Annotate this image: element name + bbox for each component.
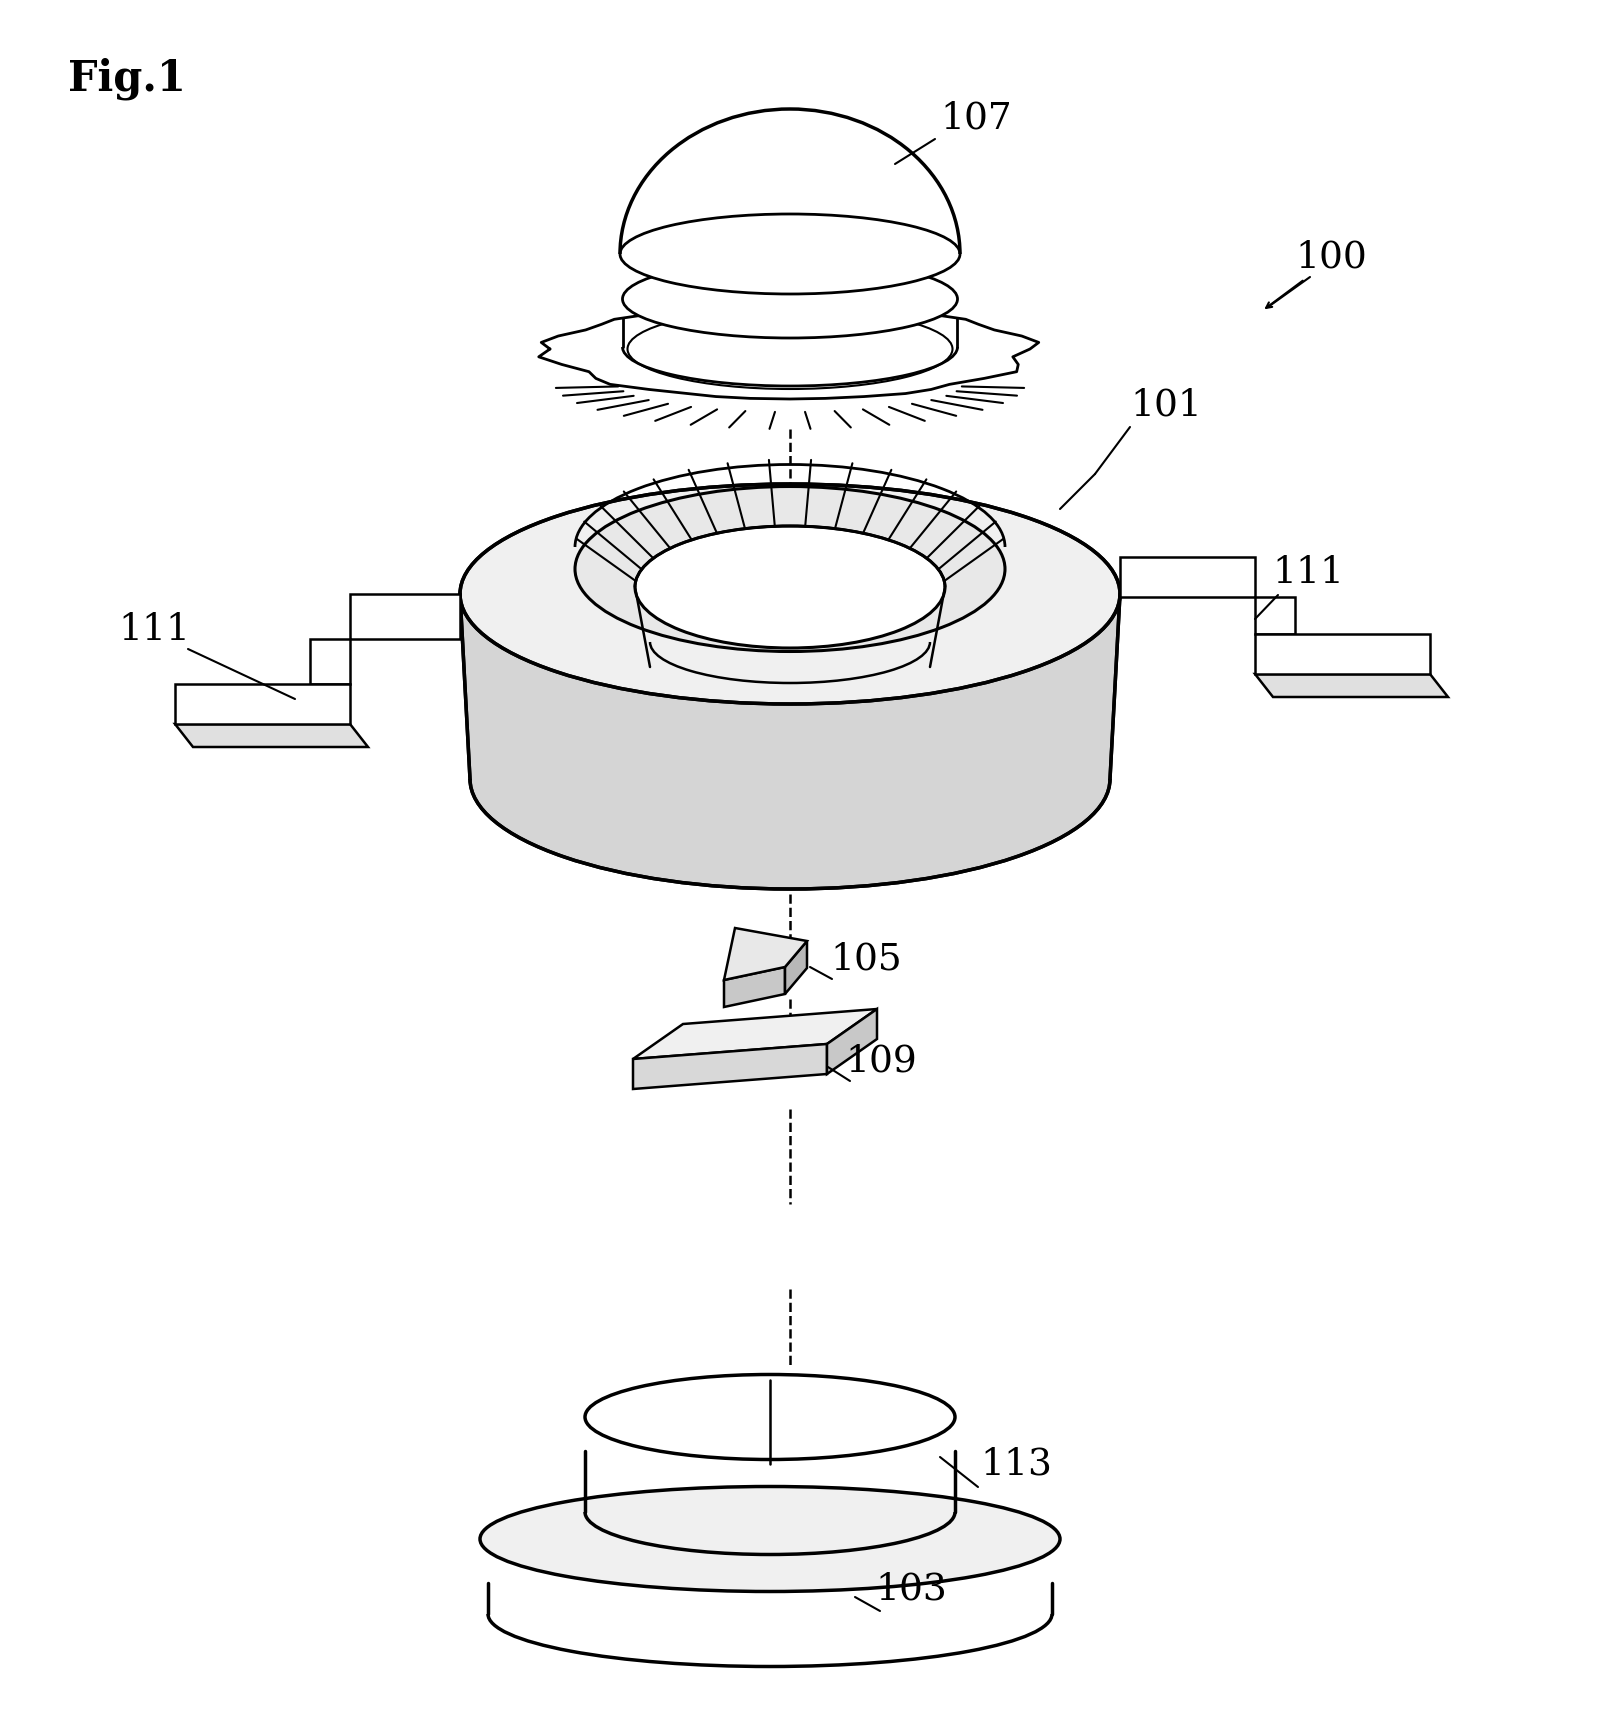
Ellipse shape (575, 488, 1005, 652)
Polygon shape (1255, 597, 1294, 635)
Polygon shape (1255, 675, 1448, 697)
Text: 113: 113 (979, 1446, 1052, 1483)
Polygon shape (633, 1009, 876, 1059)
Text: Fig.1: Fig.1 (68, 57, 185, 99)
Polygon shape (351, 595, 459, 640)
Polygon shape (724, 967, 784, 1007)
Text: 105: 105 (829, 941, 901, 977)
Polygon shape (310, 640, 351, 685)
Ellipse shape (584, 1375, 954, 1460)
Polygon shape (1120, 557, 1255, 597)
Text: 111: 111 (118, 612, 190, 647)
Text: 103: 103 (875, 1571, 946, 1607)
Polygon shape (459, 595, 1120, 889)
Ellipse shape (480, 1486, 1060, 1592)
Text: 111: 111 (1271, 555, 1344, 590)
Polygon shape (784, 941, 807, 995)
Ellipse shape (635, 526, 945, 649)
Ellipse shape (620, 215, 959, 294)
Polygon shape (633, 1045, 826, 1090)
Ellipse shape (622, 261, 958, 339)
Polygon shape (175, 685, 351, 725)
Polygon shape (724, 929, 807, 981)
Text: 107: 107 (940, 100, 1011, 137)
Polygon shape (175, 725, 368, 747)
Text: 109: 109 (844, 1043, 917, 1080)
Text: 100: 100 (1294, 240, 1367, 275)
Polygon shape (1255, 635, 1430, 675)
Text: 101: 101 (1130, 388, 1201, 422)
Ellipse shape (459, 484, 1120, 704)
Polygon shape (539, 308, 1039, 400)
Polygon shape (826, 1009, 876, 1074)
